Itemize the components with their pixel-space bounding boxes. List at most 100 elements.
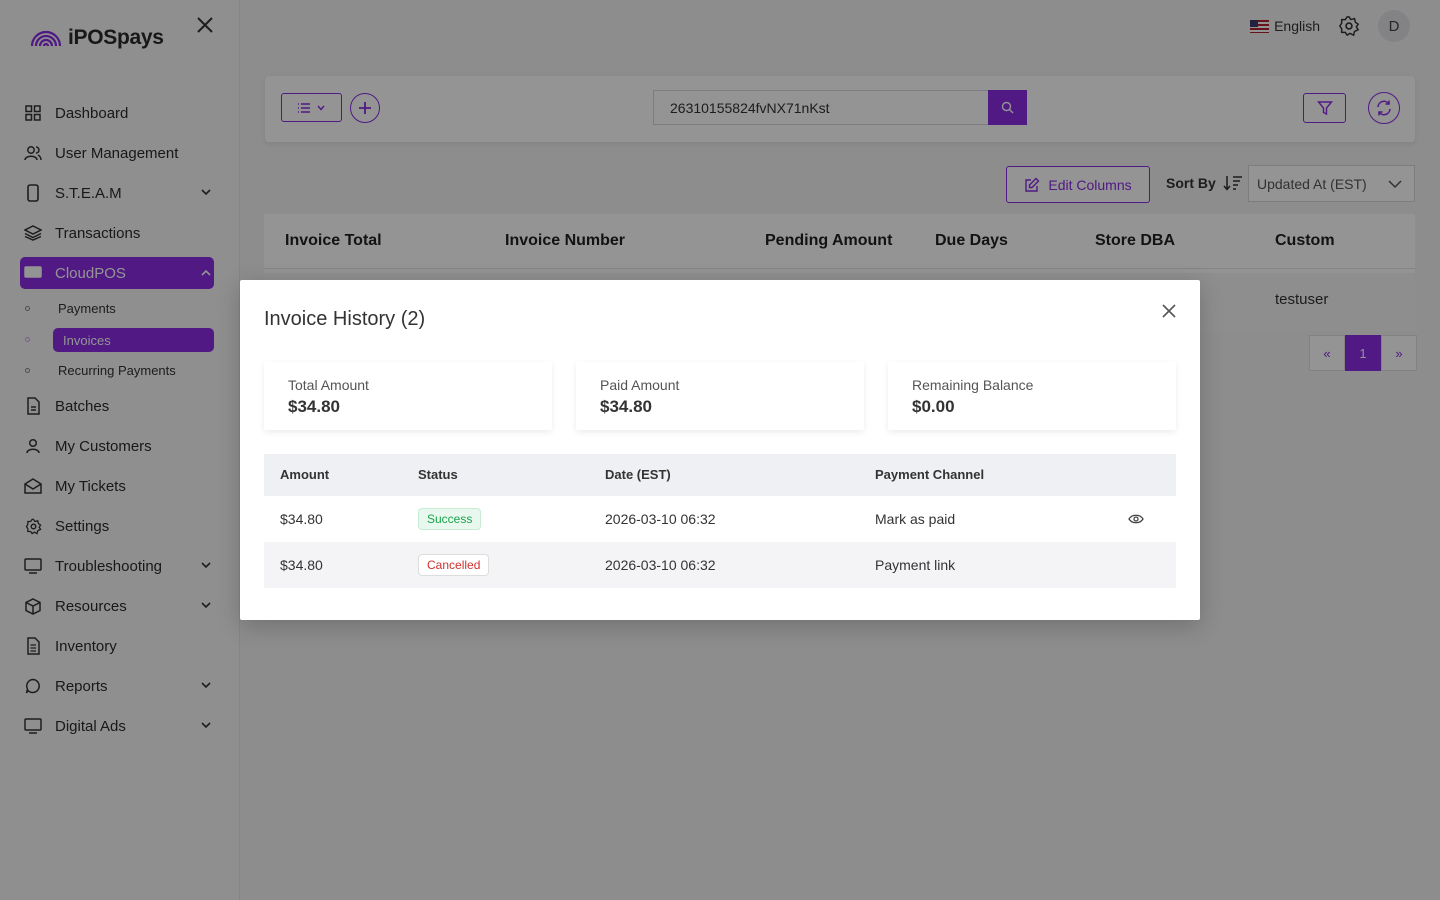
column-header: Amount bbox=[280, 467, 330, 482]
sort-descending-icon bbox=[1223, 176, 1242, 191]
device-icon bbox=[24, 184, 42, 202]
close-icon[interactable] bbox=[1160, 302, 1178, 320]
sidebar-item-digital-ads[interactable]: Digital Ads bbox=[20, 706, 214, 746]
monitor-icon bbox=[24, 264, 42, 282]
gear-icon[interactable] bbox=[1338, 15, 1360, 37]
sidebar-item-label: S.T.E.A.M bbox=[55, 184, 122, 202]
sort-by-label: Sort By bbox=[1166, 175, 1216, 191]
amount-cell: $34.80 bbox=[280, 557, 323, 573]
language-selector[interactable]: English bbox=[1250, 18, 1320, 34]
chevron-down-icon bbox=[201, 722, 211, 729]
chevron-down-icon bbox=[201, 562, 211, 569]
sidebar-item-dashboard[interactable]: Dashboard bbox=[20, 93, 214, 133]
chevron-down-icon bbox=[1388, 180, 1402, 189]
summary-label: Remaining Balance bbox=[912, 377, 1034, 393]
close-sidebar-icon[interactable] bbox=[194, 14, 216, 36]
chat-icon bbox=[24, 677, 42, 695]
column-header: Status bbox=[418, 467, 458, 482]
sidebar-item-label: My Tickets bbox=[55, 477, 126, 495]
sidebar-item-user-management[interactable]: User Management bbox=[20, 133, 214, 173]
edit-columns-button[interactable]: Edit Columns bbox=[1006, 166, 1150, 203]
mail-icon bbox=[24, 477, 42, 495]
sidebar-subitem-payments[interactable]: Payments bbox=[20, 293, 214, 324]
sidebar-item-reports[interactable]: Reports bbox=[20, 666, 214, 706]
table-row: $34.80 Cancelled 2026-03-10 06:32 Paymen… bbox=[264, 542, 1176, 588]
rainbow-logo-icon bbox=[30, 30, 62, 47]
bullet-icon bbox=[25, 368, 30, 373]
box-icon bbox=[24, 597, 42, 615]
status-badge: Success bbox=[418, 508, 482, 530]
summary-card-remaining: Remaining Balance $0.00 bbox=[888, 362, 1176, 430]
sidebar-item-transactions[interactable]: Transactions bbox=[20, 213, 214, 253]
summary-value: $0.00 bbox=[912, 397, 955, 416]
table-cell: testuser bbox=[1275, 291, 1329, 308]
chevron-down-icon bbox=[317, 105, 325, 111]
sidebar-item-label: User Management bbox=[55, 144, 179, 162]
sort-by[interactable]: Sort By bbox=[1166, 175, 1243, 191]
search-button[interactable] bbox=[988, 90, 1027, 125]
column-header[interactable]: Invoice Total bbox=[285, 232, 382, 249]
logo-text: iPOSpays bbox=[68, 26, 164, 49]
amount-cell: $34.80 bbox=[280, 511, 323, 527]
sidebar-item-label: Troubleshooting bbox=[55, 557, 163, 575]
sidebar: iPOSpays Dashboard User Management S.T.E… bbox=[0, 0, 240, 900]
language-label: English bbox=[1274, 18, 1320, 34]
table-row: $34.80 Success 2026-03-10 06:32 Mark as … bbox=[264, 496, 1176, 542]
eye-icon[interactable] bbox=[1128, 512, 1144, 526]
page-button[interactable]: 1 bbox=[1345, 335, 1381, 371]
refresh-button[interactable] bbox=[1368, 92, 1400, 124]
sidebar-item-inventory[interactable]: Inventory bbox=[20, 626, 214, 666]
sidebar-nav: Dashboard User Management S.T.E.A.M Tran… bbox=[20, 93, 214, 746]
sidebar-item-label: Transactions bbox=[55, 224, 141, 242]
avatar[interactable]: D bbox=[1378, 10, 1410, 42]
filter-button[interactable] bbox=[1303, 93, 1346, 123]
chevron-down-icon bbox=[201, 602, 211, 609]
monitor-icon bbox=[24, 557, 42, 575]
sidebar-item-batches[interactable]: Batches bbox=[20, 386, 214, 426]
sidebar-item-label: Settings bbox=[55, 517, 110, 535]
list-view-button[interactable] bbox=[281, 93, 342, 122]
column-header[interactable]: Pending Amount bbox=[765, 232, 893, 249]
grid-icon bbox=[24, 104, 42, 122]
history-table: Amount Status Date (EST) Payment Channel… bbox=[264, 454, 1176, 588]
summary-card-paid: Paid Amount $34.80 bbox=[576, 362, 864, 430]
column-header: Payment Channel bbox=[875, 467, 985, 482]
sort-select[interactable]: Updated At (EST) bbox=[1248, 165, 1415, 202]
column-header[interactable]: Custom bbox=[1275, 232, 1335, 249]
sidebar-item-my-tickets[interactable]: My Tickets bbox=[20, 466, 214, 506]
us-flag-icon bbox=[1250, 19, 1270, 33]
sidebar-item-label: Resources bbox=[55, 597, 127, 615]
summary-label: Total Amount bbox=[288, 377, 369, 393]
add-invoice-button[interactable] bbox=[350, 93, 380, 123]
chevron-down-icon bbox=[201, 682, 211, 689]
sidebar-subitem-invoices[interactable]: Invoices bbox=[25, 328, 214, 352]
sidebar-subitem-label: Recurring Payments bbox=[58, 363, 176, 378]
toolbar bbox=[265, 76, 1415, 142]
user-icon bbox=[24, 437, 42, 455]
column-header[interactable]: Store DBA bbox=[1095, 232, 1176, 249]
sidebar-item-my-customers[interactable]: My Customers bbox=[20, 426, 214, 466]
column-header[interactable]: Due Days bbox=[935, 232, 1008, 249]
invoice-history-modal: Invoice History (2) Total Amount $34.80 … bbox=[240, 280, 1200, 620]
sidebar-item-troubleshooting[interactable]: Troubleshooting bbox=[20, 546, 214, 586]
next-page-button[interactable]: » bbox=[1381, 335, 1417, 371]
prev-page-button[interactable]: « bbox=[1309, 335, 1345, 371]
logo[interactable]: iPOSpays bbox=[30, 26, 164, 50]
sidebar-item-resources[interactable]: Resources bbox=[20, 586, 214, 626]
sidebar-item-label: CloudPOS bbox=[55, 264, 126, 282]
sidebar-item-settings[interactable]: Settings bbox=[20, 506, 214, 546]
search-input[interactable] bbox=[653, 90, 988, 125]
date-cell: 2026-03-10 06:32 bbox=[605, 511, 716, 527]
history-table-header: Amount Status Date (EST) Payment Channel bbox=[264, 454, 1176, 496]
refresh-icon bbox=[1377, 100, 1391, 116]
sidebar-item-label: Batches bbox=[55, 397, 110, 415]
sidebar-item-steam[interactable]: S.T.E.A.M bbox=[20, 173, 214, 213]
search-bar bbox=[653, 90, 1027, 125]
sidebar-subitem-recurring-payments[interactable]: Recurring Payments bbox=[20, 355, 214, 386]
sidebar-item-cloudpos[interactable]: CloudPOS bbox=[20, 257, 214, 289]
column-header: Date (EST) bbox=[605, 467, 671, 482]
chevron-up-icon bbox=[201, 269, 211, 276]
column-header[interactable]: Invoice Number bbox=[505, 232, 626, 249]
filter-icon bbox=[1316, 101, 1333, 116]
plus-icon bbox=[359, 102, 371, 114]
